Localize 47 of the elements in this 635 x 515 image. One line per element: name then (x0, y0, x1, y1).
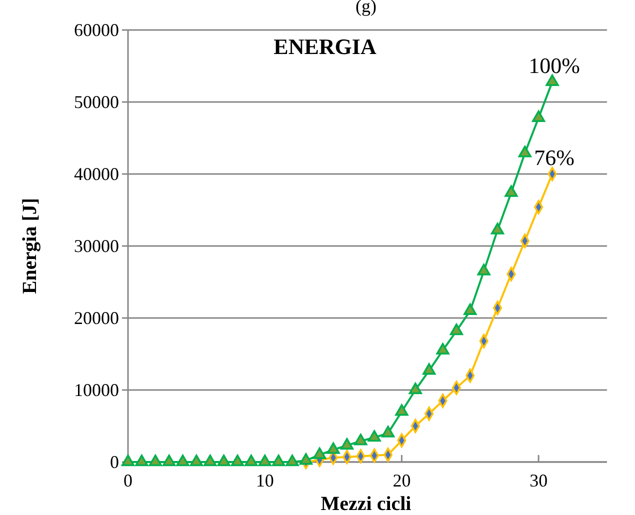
point (395, 404, 408, 416)
point (518, 146, 532, 158)
point (546, 74, 559, 86)
annotation: 100% (528, 52, 580, 78)
x-tick-label: 10 (256, 470, 274, 491)
point (450, 324, 463, 336)
point (272, 454, 286, 466)
point (340, 438, 354, 450)
point (244, 454, 258, 466)
point (381, 426, 395, 438)
point (230, 454, 244, 466)
y-tick-label: 40000 (74, 164, 119, 184)
point (258, 454, 272, 466)
point (148, 454, 162, 466)
point (422, 363, 436, 375)
point (436, 342, 450, 355)
point (176, 454, 190, 466)
y-tick-label: 20000 (74, 308, 119, 328)
x-tick-label: 30 (530, 470, 548, 491)
point (326, 442, 340, 454)
point (532, 110, 546, 122)
point (286, 454, 299, 466)
point (204, 454, 217, 466)
point (190, 454, 203, 466)
point (354, 434, 368, 446)
point (504, 185, 518, 197)
x-tick-label: 20 (392, 470, 411, 491)
point (477, 264, 490, 276)
point (299, 453, 312, 465)
point (368, 430, 381, 442)
point (162, 454, 176, 466)
point (217, 454, 230, 466)
y-tick-label: 0 (110, 452, 119, 472)
point (313, 447, 326, 459)
point (490, 222, 504, 234)
point (408, 382, 422, 394)
y-axis-title: Energia [J] (19, 198, 41, 294)
y-tick-label: 30000 (74, 236, 119, 256)
point (135, 454, 148, 466)
x-tick-label: 0 (124, 470, 132, 491)
y-tick-label: 50000 (74, 92, 119, 112)
x-axis-title: Mezzi cicli (320, 493, 412, 515)
y-tick-label: 10000 (74, 380, 119, 400)
y-tick-label: 60000 (74, 20, 119, 40)
point (464, 303, 477, 315)
annotation: 76% (534, 145, 574, 170)
chart-title: ENERGIA (274, 34, 376, 59)
